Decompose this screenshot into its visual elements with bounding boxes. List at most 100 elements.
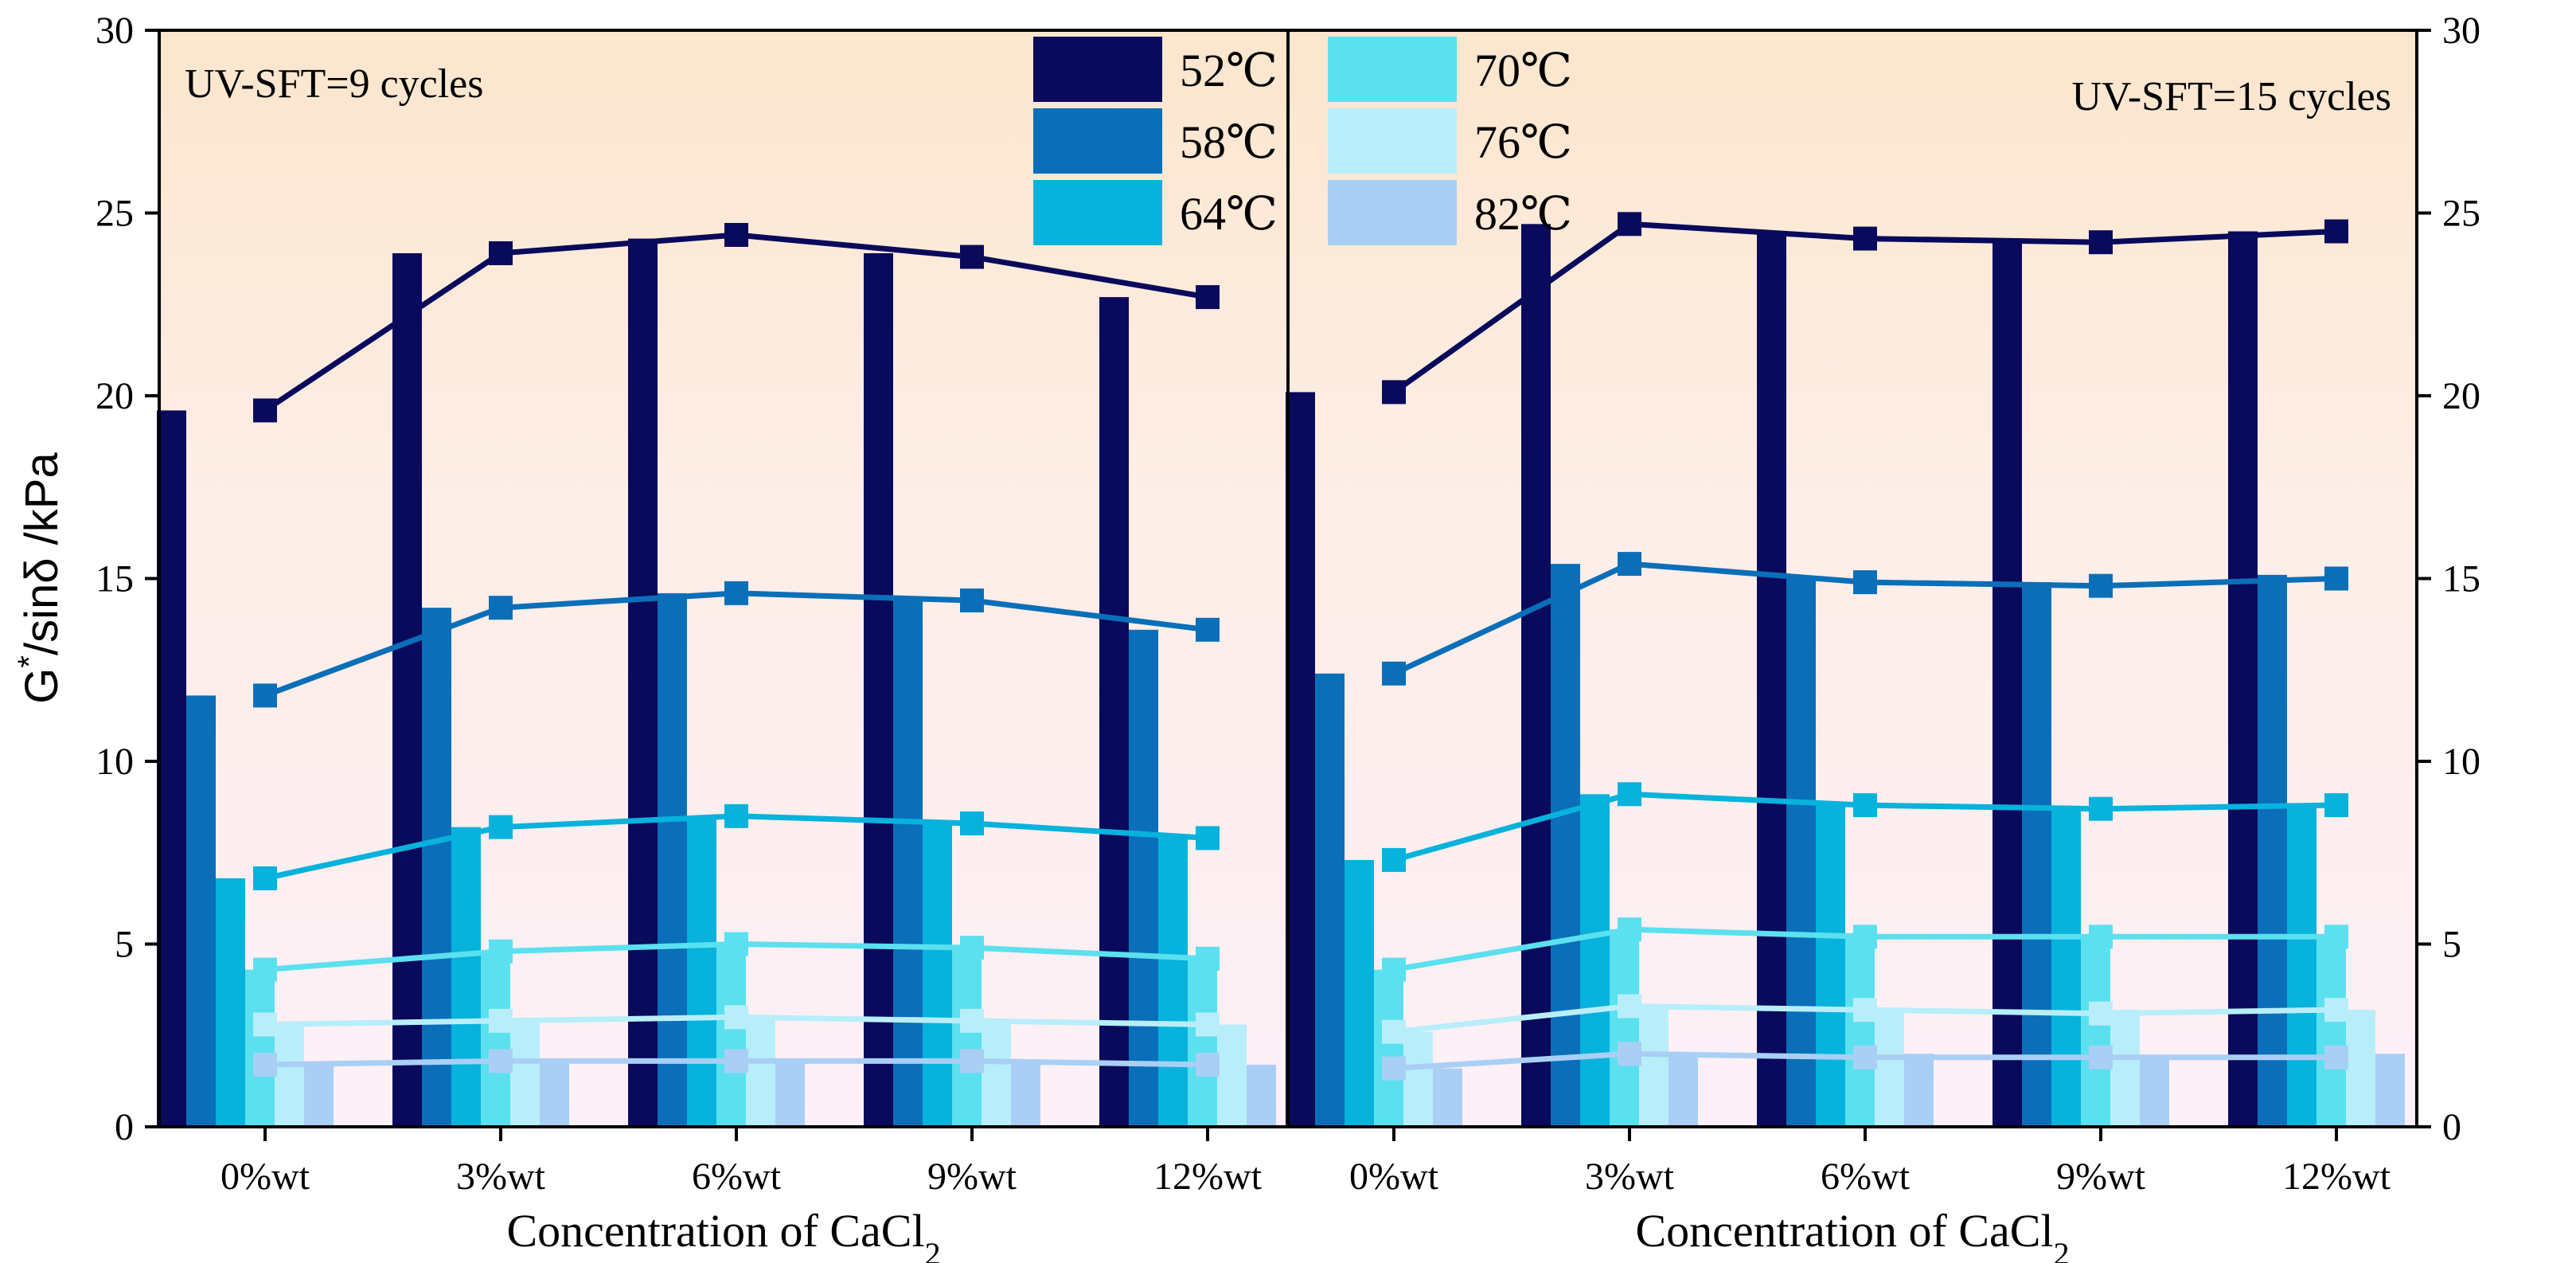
marker-p1-s1-c4 [960, 244, 984, 269]
marker-p1-s5-c5 [1196, 1012, 1220, 1037]
bar-p1-s2-c3 [658, 592, 687, 1127]
bar-p1-s3-c4 [923, 823, 952, 1127]
marker-p1-s4-c5 [1196, 946, 1220, 971]
marker-p2-s5-c1 [1382, 1019, 1406, 1044]
legend-swatch-4 [1328, 37, 1457, 102]
marker-p2-s1-c4 [2089, 230, 2113, 255]
marker-p2-s3-c2 [1618, 782, 1641, 807]
legend-label-1: 52℃ [1180, 45, 1278, 96]
marker-p2-s4-c4 [2089, 925, 2113, 949]
marker-p2-s5-c2 [1618, 994, 1641, 1019]
marker-p2-s6-c4 [2089, 1045, 2113, 1069]
x-axis-title-subscript: 2 [925, 1236, 941, 1263]
marker-p1-s5-c4 [960, 1008, 984, 1033]
marker-p2-s3-c3 [1853, 793, 1877, 818]
bar-p2-s3-c1 [1345, 859, 1374, 1127]
marker-p2-s4-c5 [2324, 925, 2348, 949]
x-tick-label-p2-2: 3%wt [1585, 1155, 1675, 1198]
bar-p2-s2-c5 [2258, 574, 2287, 1127]
marker-p1-s5-c3 [724, 1005, 748, 1030]
marker-p1-s3-c5 [1196, 826, 1220, 850]
marker-p1-s2-c2 [489, 596, 513, 620]
x-tick-label-p1-4: 9%wt [927, 1155, 1017, 1198]
marker-p2-s2-c4 [2089, 573, 2113, 598]
y-tick-label-right-3: 10 [2442, 741, 2480, 783]
bar-p1-s2-c5 [1129, 629, 1158, 1127]
marker-p2-s2-c3 [1853, 570, 1877, 595]
marker-p1-s6-c1 [253, 1053, 277, 1077]
marker-p1-s4-c3 [724, 932, 748, 956]
bar-p1-s1-c2 [392, 253, 422, 1127]
bar-p2-s6-c3 [1904, 1054, 1934, 1127]
legend-swatch-6 [1328, 180, 1457, 245]
bar-p2-s6-c1 [1433, 1068, 1462, 1127]
y-axis-title-main: G [16, 668, 68, 704]
y-tick-label-right-7: 30 [2442, 10, 2480, 52]
marker-p1-s5-c1 [253, 1012, 277, 1037]
bar-p2-s2-c1 [1315, 673, 1345, 1127]
marker-p2-s5-c5 [2324, 998, 2348, 1023]
bar-p2-s5-c2 [1639, 1006, 1669, 1127]
bar-p2-s6-c5 [2375, 1054, 2405, 1127]
marker-p1-s1-c3 [724, 223, 748, 247]
x-tick-label-p2-5: 12%wt [2282, 1155, 2391, 1198]
marker-p2-s3-c5 [2324, 793, 2348, 818]
legend-label-4: 70℃ [1474, 45, 1572, 96]
y-tick-label-left-2: 5 [115, 924, 134, 966]
marker-p1-s6-c3 [724, 1049, 748, 1073]
marker-p1-s2-c4 [960, 588, 984, 612]
legend-label-2: 58℃ [1180, 116, 1278, 168]
bar-p1-s4-c4 [952, 948, 982, 1127]
bar-p1-s3-c5 [1158, 838, 1188, 1127]
bar-p1-s5-c1 [275, 1024, 304, 1127]
marker-p1-s5-c2 [489, 1008, 513, 1033]
marker-p1-s3-c4 [960, 811, 984, 835]
bar-p2-s1-c1 [1286, 392, 1315, 1127]
marker-p2-s6-c2 [1618, 1042, 1641, 1066]
bar-p2-s4-c1 [1374, 969, 1403, 1127]
bar-p1-s4-c5 [1188, 958, 1217, 1127]
bar-p2-s6-c4 [2140, 1057, 2169, 1127]
x-axis-title-subscript: 2 [2054, 1236, 2070, 1263]
bar-p2-s2-c3 [1786, 578, 1816, 1127]
bar-p2-s5-c5 [2346, 1010, 2375, 1127]
x-tick-label-p1-5: 12%wt [1153, 1155, 1263, 1198]
marker-p2-s1-c3 [1853, 226, 1877, 251]
bar-p2-s1-c4 [1992, 242, 2022, 1128]
y-tick-label-left-4: 15 [96, 558, 134, 600]
bar-p1-s2-c1 [186, 695, 216, 1127]
y-tick-label-left-6: 25 [96, 193, 134, 235]
marker-p2-s3-c1 [1382, 847, 1406, 872]
x-tick-label-p2-3: 6%wt [1821, 1155, 1911, 1198]
bar-p1-s5-c3 [746, 1017, 775, 1127]
bar-p2-s5-c3 [1875, 1010, 1904, 1127]
bar-p1-s3-c2 [451, 827, 481, 1127]
y-tick-label-right-6: 25 [2442, 193, 2480, 235]
legend-swatch-3 [1033, 180, 1162, 245]
bar-p1-s6-c2 [540, 1061, 569, 1127]
marker-p2-s1-c2 [1618, 212, 1641, 237]
y-tick-label-right-1: 0 [2442, 1106, 2461, 1148]
y-tick-label-left-7: 30 [96, 10, 134, 52]
marker-p2-s6-c1 [1382, 1056, 1406, 1081]
marker-p1-s2-c5 [1196, 617, 1220, 642]
marker-p2-s1-c5 [2324, 219, 2348, 244]
bar-p1-s5-c2 [510, 1020, 540, 1127]
bar-p2-s2-c2 [1551, 564, 1580, 1127]
marker-p2-s5-c4 [2089, 1001, 2113, 1026]
x-tick-label-p1-2: 3%wt [456, 1155, 546, 1198]
bar-p1-s4-c1 [245, 969, 275, 1127]
marker-p2-s6-c5 [2324, 1045, 2348, 1069]
bar-p2-s6-c2 [1669, 1054, 1698, 1127]
bar-p1-s1-c1 [157, 410, 186, 1127]
x-axis-title-1: Concentration of CaCl2 [506, 1205, 940, 1263]
bar-p2-s5-c4 [2110, 1010, 2140, 1127]
bar-p1-s6-c1 [304, 1065, 334, 1127]
marker-p1-s1-c1 [253, 398, 277, 423]
bar-p2-s4-c5 [2316, 936, 2346, 1127]
x-tick-label-p2-1: 0%wt [1349, 1155, 1439, 1198]
bar-p2-s4-c2 [1610, 929, 1639, 1127]
y-tick-label-right-5: 20 [2442, 375, 2480, 417]
marker-p1-s1-c2 [489, 241, 513, 265]
